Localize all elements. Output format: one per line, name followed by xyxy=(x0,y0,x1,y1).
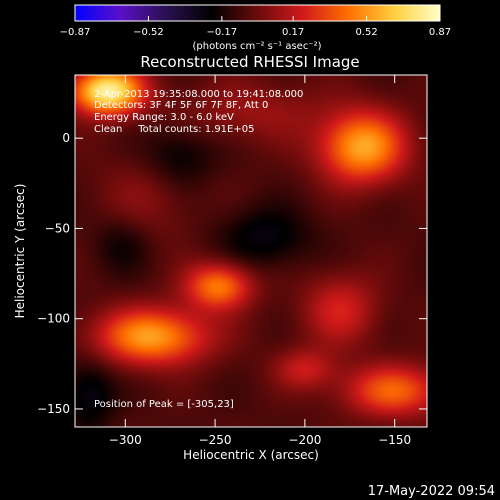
colorbar-tick-labels: −0.87 −0.52 −0.17 0.17 0.52 0.87 xyxy=(60,27,451,38)
colorbar-unit-label: (photons cm⁻² s⁻¹ asec⁻²) xyxy=(192,41,321,52)
y-tick-label: −50 xyxy=(45,221,70,235)
annotation-detectors: Detectors: 3F 4F 5F 6F 7F 8F, Att 0 xyxy=(94,100,268,111)
y-axis-label: Heliocentric Y (arcsec) xyxy=(13,184,27,319)
x-axis-label: Heliocentric X (arcsec) xyxy=(183,448,319,462)
colorbar-tick-label: −0.17 xyxy=(207,27,238,38)
plot-timestamp: 17-May-2022 09:54 xyxy=(368,484,495,499)
x-tick-label: −200 xyxy=(288,433,321,447)
x-tick-label: −250 xyxy=(199,433,232,447)
colorbar-tick-label: −0.87 xyxy=(60,27,91,38)
x-axis-ticks xyxy=(124,75,396,427)
y-axis-ticks xyxy=(75,137,427,410)
annotation-clean-counts: Clean Total counts: 1.91E+05 xyxy=(94,124,254,135)
annotation-time-range: 2-Apr-2013 19:35:08.000 to 19:41:08.000 xyxy=(94,89,303,100)
y-tick-label: −100 xyxy=(37,312,70,326)
y-tick-label: 0 xyxy=(62,131,70,145)
y-tick-label: −150 xyxy=(37,402,70,416)
annotation-energy-range: Energy Range: 3.0 - 6.0 keV xyxy=(94,112,234,123)
colorbar-tick-label: 0.52 xyxy=(355,27,377,38)
colorbar-tick-label: 0.87 xyxy=(429,27,451,38)
chart-title: Reconstructed RHESSI Image xyxy=(140,53,359,71)
annotation-block: 2-Apr-2013 19:35:08.000 to 19:41:08.000 … xyxy=(94,89,303,135)
colorbar-ticks xyxy=(74,16,441,21)
colorbar-bar xyxy=(74,4,441,22)
colorbar: −0.87 −0.52 −0.17 0.17 0.52 0.87 (photons cm⁻… xyxy=(60,4,451,52)
peak-position-label: Position of Peak = [-305,23] xyxy=(94,399,234,410)
x-tick-label: −150 xyxy=(378,433,411,447)
heatmap-image xyxy=(75,75,427,427)
y-axis-tick-labels: 0 −50 −100 −150 xyxy=(37,131,70,416)
colorbar-tick-label: 0.17 xyxy=(282,27,304,38)
plot-frame xyxy=(74,74,428,428)
colorbar-tick-label: −0.52 xyxy=(133,27,164,38)
x-axis-tick-labels: −300 −250 −200 −150 xyxy=(109,433,411,447)
x-tick-label: −300 xyxy=(109,433,142,447)
